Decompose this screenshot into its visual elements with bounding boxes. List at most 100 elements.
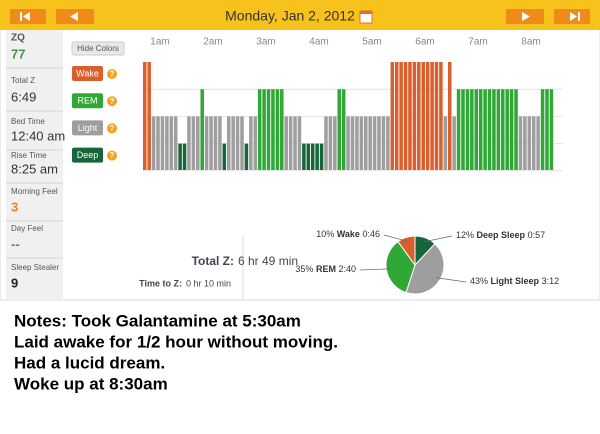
epoch-bar bbox=[319, 143, 324, 170]
epoch-bar bbox=[364, 116, 368, 170]
leader-line bbox=[383, 234, 408, 242]
last-icon bbox=[570, 12, 580, 21]
epoch-bar bbox=[288, 116, 293, 170]
epoch-bar bbox=[434, 62, 439, 170]
epoch-bar bbox=[249, 116, 253, 170]
epoch-bar bbox=[372, 116, 377, 170]
stage-name: Deep bbox=[77, 150, 99, 160]
epoch-bar bbox=[399, 62, 403, 170]
epoch-bar bbox=[346, 116, 350, 170]
note-line: Woke up at 8:30am bbox=[14, 374, 168, 393]
total-z-label: Total Z: bbox=[192, 254, 234, 268]
epoch-bar bbox=[244, 143, 249, 170]
epoch-bar bbox=[470, 89, 474, 170]
pie-label-part: 0:46 bbox=[362, 229, 380, 239]
epoch-bar bbox=[191, 116, 196, 170]
pie-label-part: 12% bbox=[456, 230, 474, 240]
sidebar bbox=[6, 30, 63, 300]
calendar-top bbox=[360, 11, 372, 14]
hide-colors-button[interactable] bbox=[71, 41, 125, 56]
epoch-bar bbox=[505, 89, 509, 170]
epoch-bar bbox=[492, 89, 496, 170]
epoch-bar bbox=[359, 116, 364, 170]
epoch-bar bbox=[540, 89, 545, 170]
stage-name: Light bbox=[78, 123, 98, 133]
stage-badge bbox=[72, 120, 103, 136]
epoch-bar bbox=[368, 116, 372, 170]
epoch-bar bbox=[156, 116, 160, 170]
pie-slice bbox=[397, 235, 416, 267]
date: Monday, Jan 2, 2012 bbox=[225, 8, 355, 24]
epoch-bar bbox=[151, 116, 156, 170]
epoch-bar bbox=[514, 89, 518, 170]
epoch-bar bbox=[421, 62, 425, 170]
leader-line bbox=[436, 277, 467, 283]
time-to-z-value: 0 hr 10 min bbox=[186, 278, 231, 288]
pie-label-part: 3:12 bbox=[542, 276, 560, 286]
epoch-bar bbox=[403, 62, 408, 170]
epoch-bar bbox=[173, 116, 178, 170]
epoch-bar bbox=[487, 89, 492, 170]
epoch-bar bbox=[461, 89, 465, 170]
note-line: Notes: Took Galantamine at 5:30am bbox=[14, 311, 301, 330]
hour-label: 3am bbox=[256, 37, 275, 48]
epoch-bar bbox=[545, 89, 549, 170]
help-icon[interactable] bbox=[107, 150, 117, 161]
epoch-bar bbox=[447, 62, 452, 170]
pie-label: 43% Light Sleep 3:12 bbox=[470, 276, 559, 286]
stat-label: ZQ bbox=[11, 33, 25, 44]
epoch-bar bbox=[310, 143, 315, 170]
epoch-bar bbox=[439, 62, 443, 170]
hour-label: 1am bbox=[150, 37, 169, 48]
stat-value: 9 bbox=[11, 275, 18, 290]
epoch-bar bbox=[390, 62, 395, 170]
total-z-value: 6 hr 49 min bbox=[238, 254, 298, 268]
epoch-bar bbox=[501, 89, 505, 170]
epoch-bar bbox=[386, 116, 390, 170]
stat-value: -- bbox=[11, 236, 20, 251]
epoch-bar bbox=[381, 116, 386, 170]
hour-label: 2am bbox=[203, 37, 222, 48]
epoch-bar bbox=[293, 116, 297, 170]
epoch-bar bbox=[408, 62, 412, 170]
stat-label: Day Feel bbox=[11, 224, 43, 233]
epoch-bar bbox=[275, 89, 280, 170]
epoch-bar bbox=[178, 143, 182, 170]
epoch-bar bbox=[209, 116, 213, 170]
stat-value: 77 bbox=[11, 46, 25, 61]
epoch-bar bbox=[523, 116, 527, 170]
epoch-bar bbox=[297, 116, 302, 170]
stat-label: Morning Feel bbox=[11, 187, 58, 196]
epoch-bar bbox=[478, 89, 483, 170]
epoch-bar bbox=[306, 143, 311, 170]
pie-label-part: 10% bbox=[316, 229, 334, 239]
epoch-bar bbox=[394, 62, 399, 170]
pie-label-part: Wake bbox=[337, 229, 360, 239]
note-line: Laid awake for 1/2 hour without moving. bbox=[14, 332, 338, 351]
epoch-bar bbox=[284, 116, 288, 170]
epoch-bar bbox=[417, 62, 421, 170]
epoch-bar bbox=[443, 116, 448, 170]
hour-label: 7am bbox=[468, 37, 487, 48]
help-icon[interactable] bbox=[107, 69, 117, 79]
epoch-bar bbox=[262, 89, 266, 170]
help-icon[interactable] bbox=[107, 96, 117, 107]
epoch-bar bbox=[425, 62, 430, 170]
epoch-bar bbox=[527, 116, 532, 170]
stat-label: Sleep Stealer bbox=[11, 263, 59, 272]
epoch-bar bbox=[266, 89, 271, 170]
stat-value: 6:49 bbox=[11, 89, 36, 104]
epoch-bar bbox=[196, 116, 200, 170]
help-icon[interactable] bbox=[107, 123, 117, 134]
epoch-bar bbox=[377, 116, 381, 170]
epoch-bar bbox=[315, 143, 319, 170]
stat-value: 8:25 am bbox=[11, 161, 58, 176]
pie-label: 35% REM 2:40 bbox=[295, 264, 356, 274]
calendar-icon[interactable] bbox=[359, 10, 373, 24]
epoch-bar bbox=[531, 116, 536, 170]
pie-label-part: 35% bbox=[295, 264, 313, 274]
stat-value: 3 bbox=[11, 199, 18, 214]
epoch-bar bbox=[474, 89, 479, 170]
epoch-bar bbox=[165, 116, 169, 170]
